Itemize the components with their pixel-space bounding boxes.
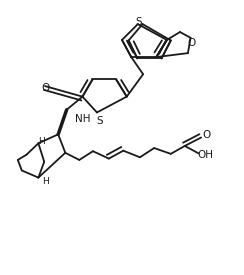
Text: O: O (41, 83, 49, 93)
Text: H: H (42, 177, 49, 186)
Text: S: S (136, 16, 142, 27)
Text: H: H (38, 137, 45, 146)
Text: O: O (187, 38, 195, 48)
Text: OH: OH (198, 150, 214, 160)
Text: O: O (202, 130, 210, 141)
Text: S: S (96, 116, 103, 126)
Text: NH: NH (75, 114, 90, 124)
